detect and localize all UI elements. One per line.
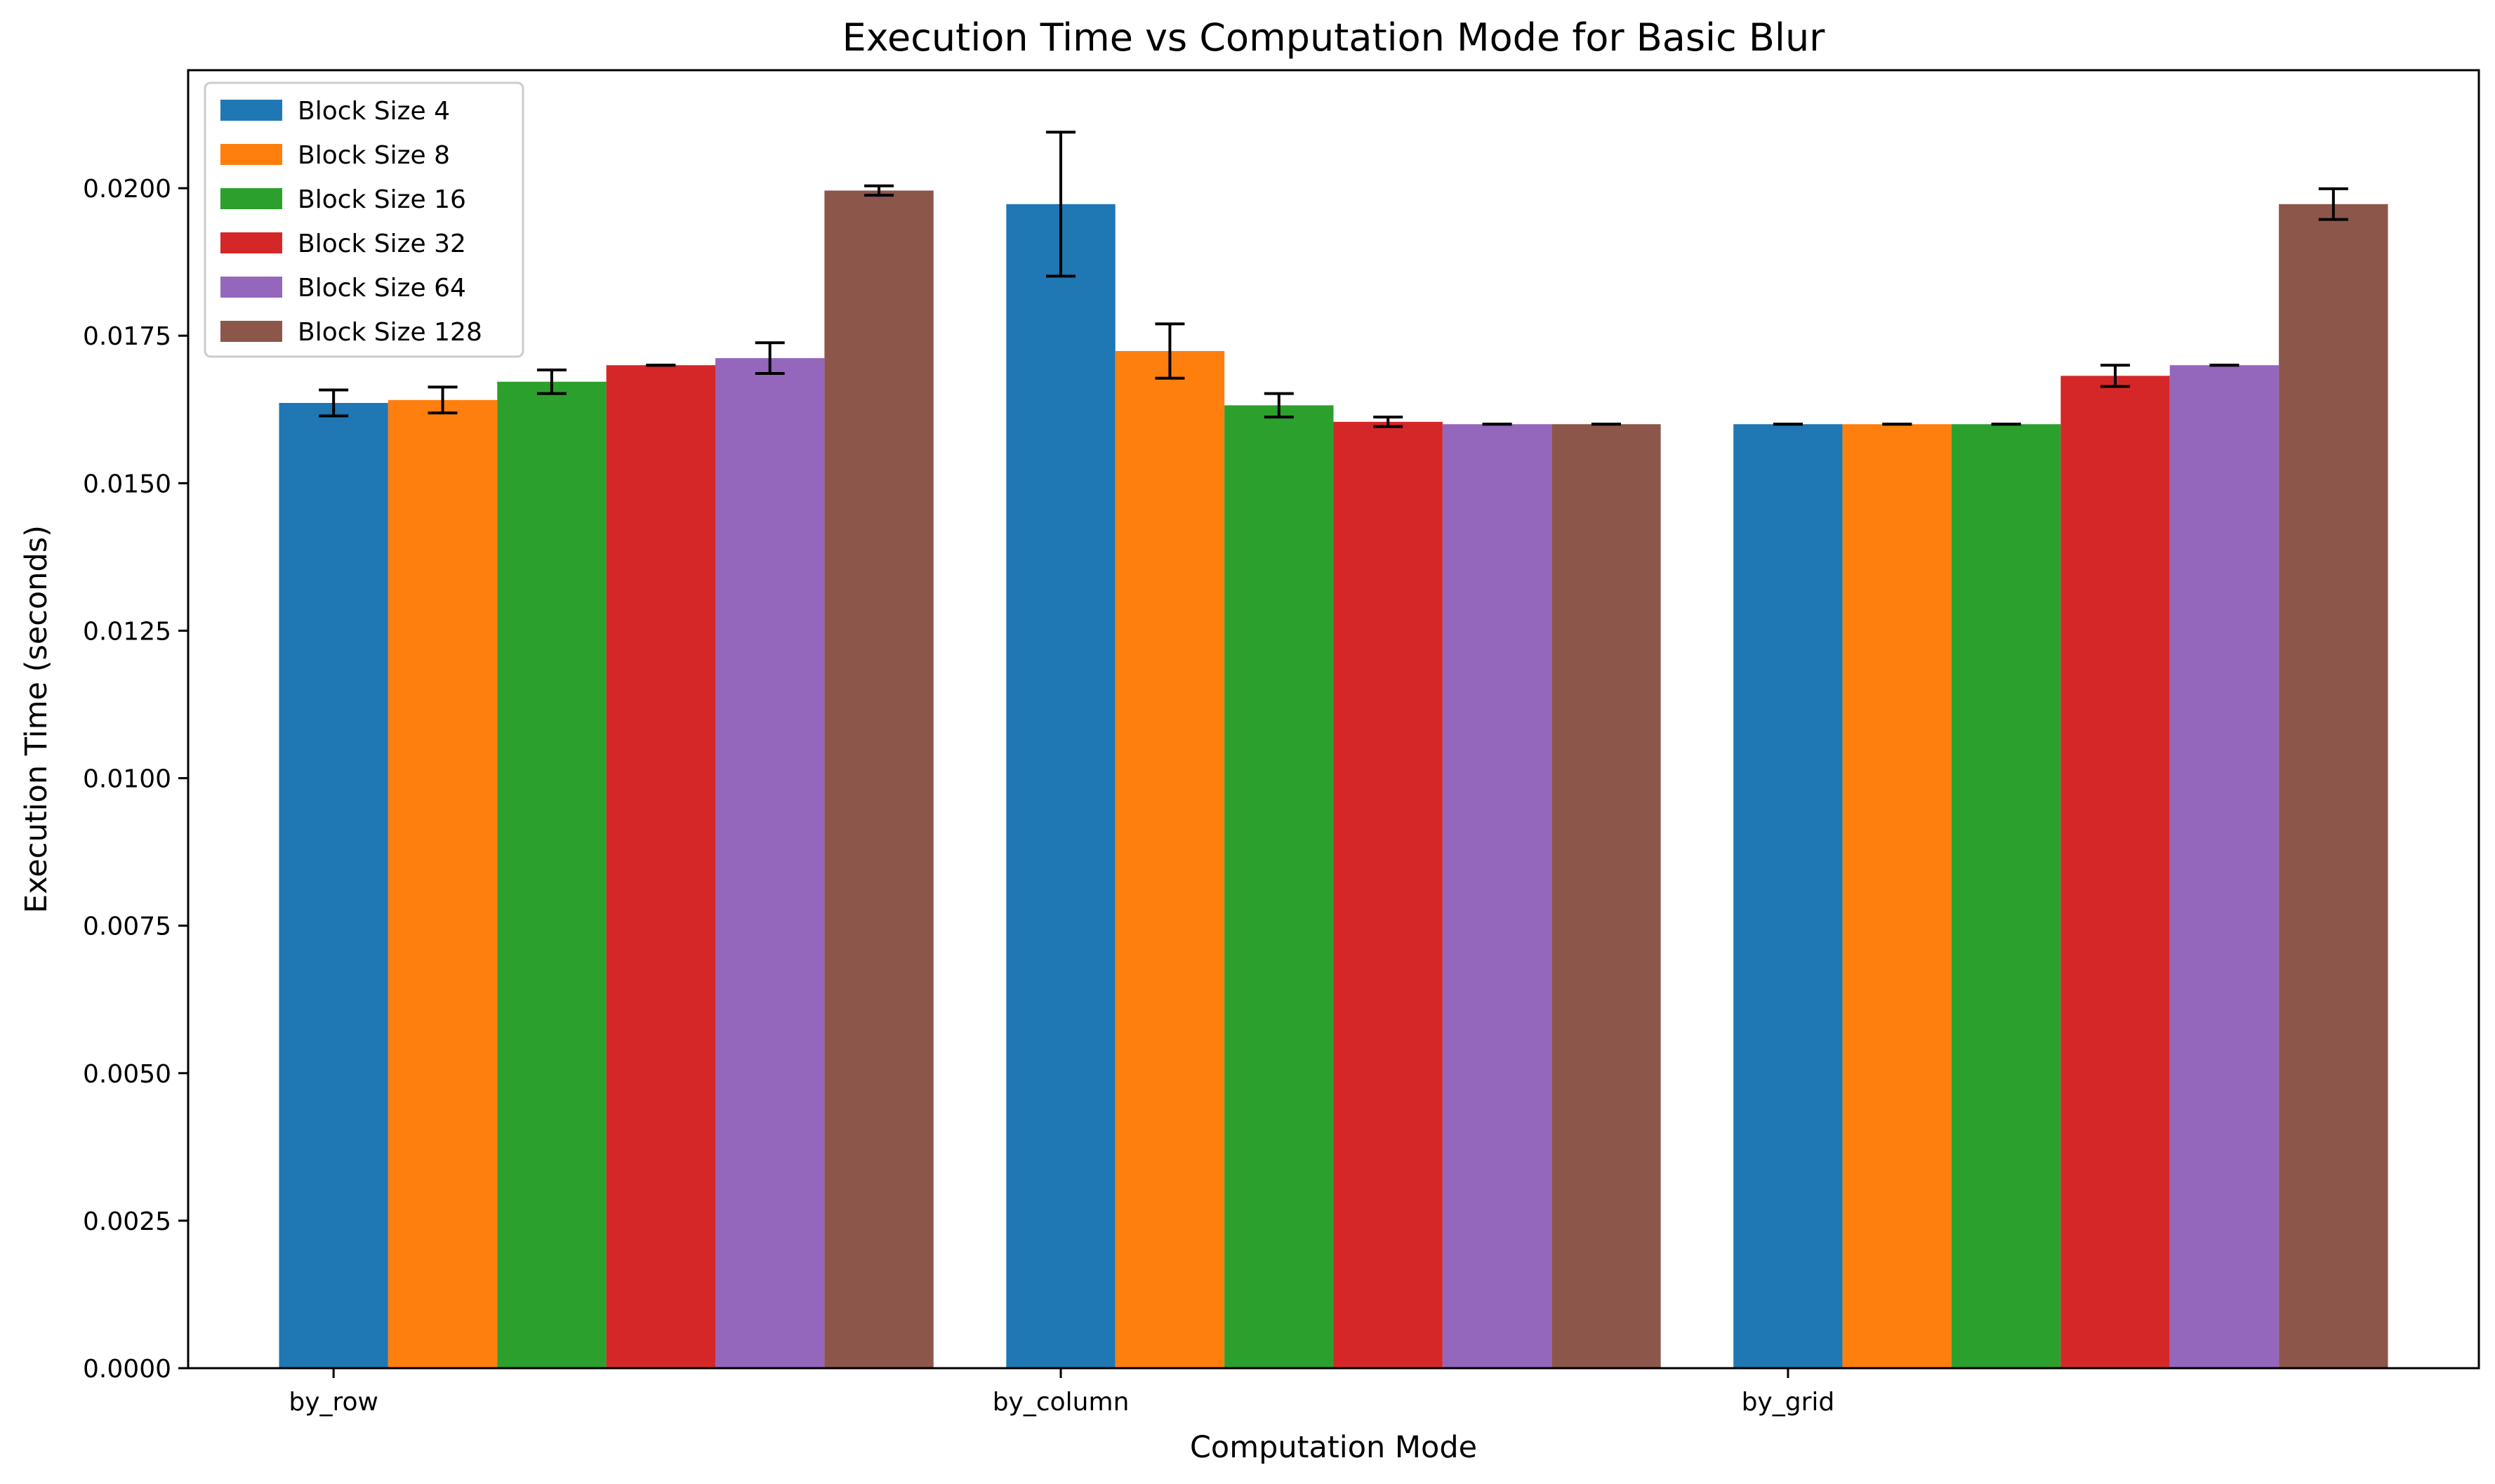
legend-label: Block Size 64 (298, 274, 466, 303)
bar-by_grid-block-size-128 (2279, 204, 2388, 1368)
legend-swatch (220, 232, 282, 253)
bar-by_grid-block-size-16 (1951, 424, 2061, 1368)
legend-swatch (220, 100, 282, 121)
legend: Block Size 4 Block Size 8 Block Size 16 Blo… (204, 81, 524, 358)
error-bar-by_row-block-size-64 (755, 341, 785, 375)
legend-label: Block Size 128 (298, 318, 482, 347)
error-bar-by_row-block-size-8 (428, 385, 458, 415)
legend-box (204, 81, 524, 358)
error-bars-layer (319, 131, 2348, 428)
plot-frame (187, 69, 2480, 1370)
bar-by_column-block-size-4 (1006, 204, 1116, 1368)
legend-item: Block Size 4 (220, 97, 450, 126)
legend-label: Block Size 32 (298, 230, 466, 258)
legend-item: Block Size 8 (220, 141, 450, 170)
legend-swatch (220, 277, 282, 298)
error-bar-by_row-block-size-4 (319, 388, 349, 418)
y-tick-label: 0.0100 (83, 765, 171, 794)
error-bar-by_row-block-size-128 (864, 184, 894, 197)
y-tick-label: 0.0050 (83, 1060, 171, 1089)
y-tick-label: 0.0150 (83, 470, 171, 498)
legend-label: Block Size 8 (298, 141, 450, 170)
legend-label: Block Size 4 (298, 97, 450, 126)
bar-by_grid-block-size-4 (1733, 424, 1843, 1368)
x-tick-label-by_column: by_column (993, 1388, 1130, 1417)
bar-by_column-block-size-32 (1333, 421, 1443, 1368)
y-tick-label: 0.0075 (83, 913, 171, 941)
bar-by_column-block-size-8 (1115, 351, 1225, 1368)
y-axis-label: Execution Time (seconds) (19, 525, 54, 913)
legend-item: Block Size 64 (220, 274, 466, 303)
bar-by_column-block-size-128 (1551, 424, 1661, 1368)
legend-item: Block Size 128 (220, 318, 482, 347)
y-tick-label: 0.0000 (83, 1355, 171, 1384)
bars-layer (279, 190, 2388, 1368)
chart-title: Execution Time vs Computation Mode for B… (842, 15, 1826, 60)
error-bar-by_column-block-size-4 (1046, 131, 1076, 278)
legend-label: Block Size 16 (298, 185, 466, 214)
y-tick-label: 0.0025 (83, 1207, 171, 1236)
bar-by_column-block-size-64 (1442, 424, 1552, 1368)
error-bar-by_grid-block-size-32 (2100, 364, 2131, 388)
error-bar-by_row-block-size-16 (536, 368, 567, 395)
y-tick-label: 0.0200 (83, 175, 171, 204)
legend-item: Block Size 32 (220, 230, 466, 258)
y-tick-label: 0.0125 (83, 617, 171, 646)
bar-by_row-block-size-64 (715, 358, 825, 1368)
bar-by_grid-block-size-8 (1842, 424, 1952, 1368)
bar-by_column-block-size-16 (1224, 405, 1334, 1368)
bar-by_grid-block-size-32 (2060, 376, 2170, 1368)
error-bar-by_grid-block-size-128 (2318, 187, 2348, 221)
x-tick-label-by_grid: by_grid (1742, 1388, 1835, 1417)
bar-by_row-block-size-4 (279, 403, 388, 1368)
error-bar-by_column-block-size-16 (1264, 392, 1294, 419)
legend-swatch (220, 321, 282, 342)
legend-swatch (220, 188, 282, 209)
bar-by_row-block-size-8 (388, 399, 498, 1368)
x-tick-label-by_row: by_row (289, 1388, 378, 1417)
error-bar-by_column-block-size-32 (1373, 416, 1403, 428)
bar-by_row-block-size-16 (497, 381, 607, 1368)
bar-by_grid-block-size-64 (2169, 365, 2279, 1368)
bar-by_row-block-size-128 (824, 190, 934, 1368)
legend-swatch (220, 144, 282, 165)
axes-layer: 0.0000 0.0025 0.0050 0.0075 0.0100 0.0125 0.01… (83, 69, 2480, 1417)
legend-item: Block Size 16 (220, 185, 466, 214)
error-bar-by_column-block-size-8 (1155, 322, 1185, 380)
y-tick-label: 0.0175 (83, 322, 171, 351)
x-axis-label: Computation Mode (1190, 1430, 1477, 1465)
bar-by_row-block-size-32 (606, 365, 716, 1368)
